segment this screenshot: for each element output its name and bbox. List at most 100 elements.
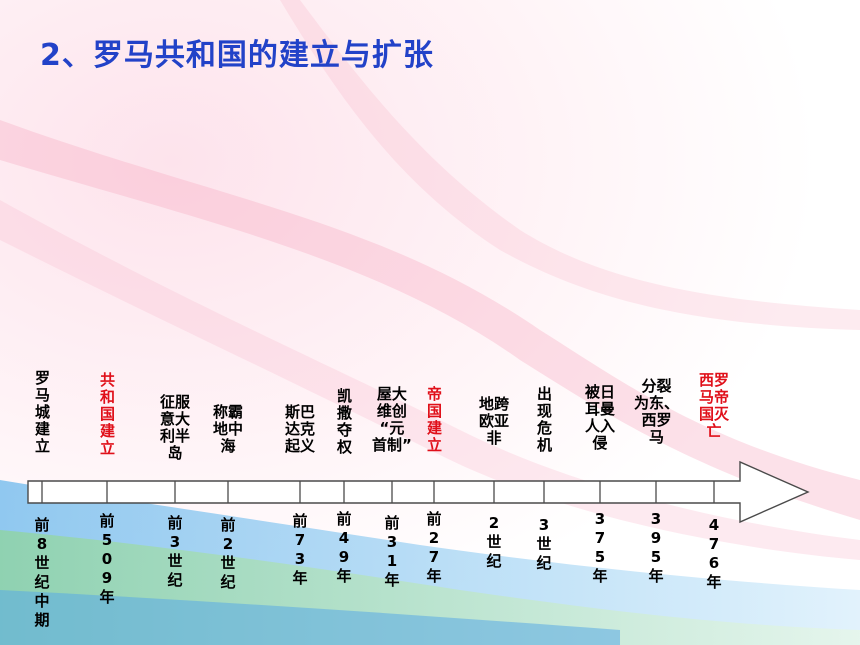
event-date-char: 前 <box>34 516 50 534</box>
event-label-line: 人入 <box>585 417 616 435</box>
timeline-arrow-shape <box>27 460 810 524</box>
event-date-char: 年 <box>336 567 352 585</box>
event-label-line: 耳曼 <box>585 400 616 418</box>
event-date-char: 年 <box>648 567 664 585</box>
event-label-line: 达克 <box>285 420 316 438</box>
event-label-line: 地跨 <box>479 395 510 413</box>
event-label-line: 建 <box>100 422 116 440</box>
event-date-char: 7 <box>294 531 306 549</box>
event-label-line: 亡 <box>706 422 722 440</box>
event-label-line: 国 <box>100 405 116 423</box>
event-date-char: 前 <box>167 514 183 532</box>
event-date-char: 年 <box>384 571 400 589</box>
event-date-char: 纪 <box>220 573 236 591</box>
event-date-char: 9 <box>650 529 662 547</box>
event-label-line: 现 <box>537 402 553 420</box>
event-label: 凯撒夺权 <box>337 388 352 456</box>
event-label-line: 马 <box>35 386 51 404</box>
event-label: 征服 意大 利半岛 <box>160 394 190 462</box>
event-date-char: 世 <box>34 554 50 572</box>
event-label: 屋大 维创 “元 首制” <box>372 386 412 454</box>
event-label: 共和国建立 <box>100 372 115 457</box>
event-date-char: 年 <box>99 588 115 606</box>
event-label: 称霸 地中海 <box>213 404 243 455</box>
event-date-char: 3 <box>594 510 606 528</box>
event-label-line: 国灭 <box>699 405 730 423</box>
event-label-line: 分裂 <box>641 377 672 395</box>
event-date-char: 3 <box>386 533 398 551</box>
event-label: 出现危机 <box>537 386 552 454</box>
event-date-char: 纪 <box>536 554 552 572</box>
event-label-line: 西罗 <box>699 371 730 389</box>
event-label-line: 凯 <box>337 387 353 405</box>
event-date-char: 7 <box>594 529 606 547</box>
event-label-line: 立 <box>427 436 443 454</box>
event-date-char: 4 <box>338 529 350 547</box>
event-date-char: 年 <box>426 567 442 585</box>
event-date-char: 纪 <box>486 552 502 570</box>
event-date-char: 年 <box>292 569 308 587</box>
event-date-char: 世 <box>486 533 502 551</box>
event-date-char: 5 <box>101 531 113 549</box>
event-date-char: 2 <box>222 535 234 553</box>
event-date-char: 2 <box>428 529 440 547</box>
event-label-line: 和 <box>100 388 116 406</box>
event-label-line: 意大 <box>160 410 191 428</box>
event-label-line: 维创 <box>376 402 407 420</box>
event-date-char: 中 <box>34 592 50 610</box>
event-label-line: 海 <box>220 437 236 455</box>
event-label: 地跨 欧亚非 <box>479 396 509 447</box>
event-label-line: 被日 <box>585 383 616 401</box>
event-date-char: 9 <box>338 548 350 566</box>
event-date-char: 3 <box>650 510 662 528</box>
event-label-line: 撒 <box>337 404 353 422</box>
event-date-char: 前 <box>99 512 115 530</box>
event-label-line: 帝 <box>427 385 443 403</box>
event-label-line: 共 <box>100 371 116 389</box>
event-date-char: 纪 <box>34 573 50 591</box>
event-label: 分裂 为东、 西罗马 <box>634 378 679 446</box>
event-label-line: 建 <box>427 419 443 437</box>
event-label-line: 为东、 <box>634 394 680 412</box>
event-label-line: 称霸 <box>213 403 244 421</box>
event-label-line: 马 <box>649 428 665 446</box>
event-label: 帝国建立 <box>427 386 442 454</box>
event-date-char: 6 <box>708 554 720 572</box>
event-label-line: 地中 <box>213 420 244 438</box>
event-label-line: 国 <box>427 402 443 420</box>
event-date-char: 7 <box>708 535 720 553</box>
event-label-line: 首制” <box>372 436 412 454</box>
event-label-line: 西罗 <box>641 411 672 429</box>
event-label: 西罗 马帝 国灭亡 <box>699 372 729 440</box>
event-label-line: 夺 <box>337 421 353 439</box>
event-date-char: 纪 <box>167 571 183 589</box>
event-date-char: 世 <box>167 552 183 570</box>
event-label-line: 权 <box>337 438 353 456</box>
event-label-line: 侵 <box>592 434 608 452</box>
event-label-line: 危 <box>537 419 553 437</box>
event-label-line: 城 <box>35 403 51 421</box>
event-label-line: 立 <box>100 439 116 457</box>
event-date-char: 前 <box>384 514 400 532</box>
event-date-char: 9 <box>101 569 113 587</box>
event-label-line: 建 <box>35 420 51 438</box>
event-date-char: 年 <box>706 573 722 591</box>
event-label-line: 罗 <box>35 369 51 387</box>
event-label-line: 机 <box>537 436 553 454</box>
event-label-line: 利半 <box>160 427 191 445</box>
event-date-char: 5 <box>650 548 662 566</box>
event-date-char: 前 <box>426 510 442 528</box>
event-date-char: 3 <box>169 533 181 551</box>
event-label-line: 起义 <box>285 437 316 455</box>
event-label-line: 斯巴 <box>285 403 316 421</box>
event-date-char: 8 <box>36 535 48 553</box>
